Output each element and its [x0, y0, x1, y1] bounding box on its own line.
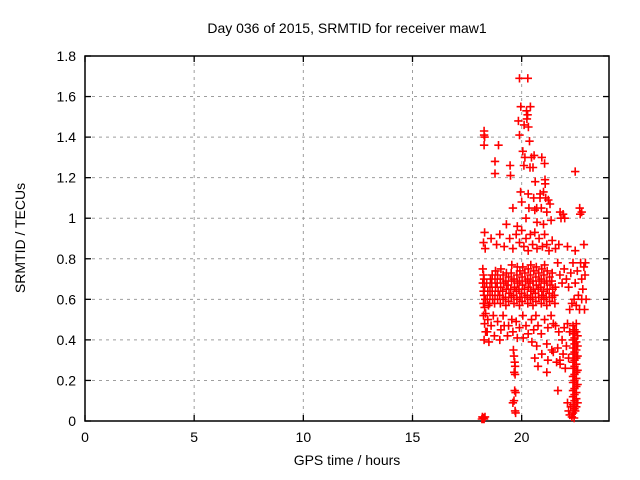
x-tick-label: 0: [81, 429, 89, 445]
data-points: [477, 74, 591, 424]
x-tick-label: 5: [190, 429, 198, 445]
y-tick-label: 1.6: [57, 89, 77, 105]
y-axis-label: SRMTID / TECUs: [12, 183, 28, 293]
y-tick-label: 0.8: [57, 251, 77, 267]
tick-labels: 0 5 10 15 20 0 0.2 0.4 0.6 0.8 1 1.2 1.4 1.6 1.8: [57, 48, 530, 445]
y-tick-label: 1.8: [57, 48, 77, 64]
y-tick-label: 0.4: [57, 332, 77, 348]
x-axis-label: GPS time / hours: [294, 452, 401, 468]
x-tick-label: 15: [405, 429, 421, 445]
y-tick-label: 0: [68, 413, 76, 429]
y-tick-label: 0.2: [57, 372, 77, 388]
x-tick-label: 20: [514, 429, 530, 445]
y-tick-label: 1.2: [57, 170, 77, 186]
chart-title: Day 036 of 2015, SRMTID for receiver maw…: [207, 20, 487, 36]
x-tick-label: 10: [296, 429, 312, 445]
y-tick-label: 1: [68, 210, 76, 226]
scatter-plus-markers: [477, 74, 591, 424]
plot-border: [84, 55, 610, 422]
y-tick-label: 0.6: [57, 291, 77, 307]
y-tick-label: 1.4: [57, 129, 77, 145]
